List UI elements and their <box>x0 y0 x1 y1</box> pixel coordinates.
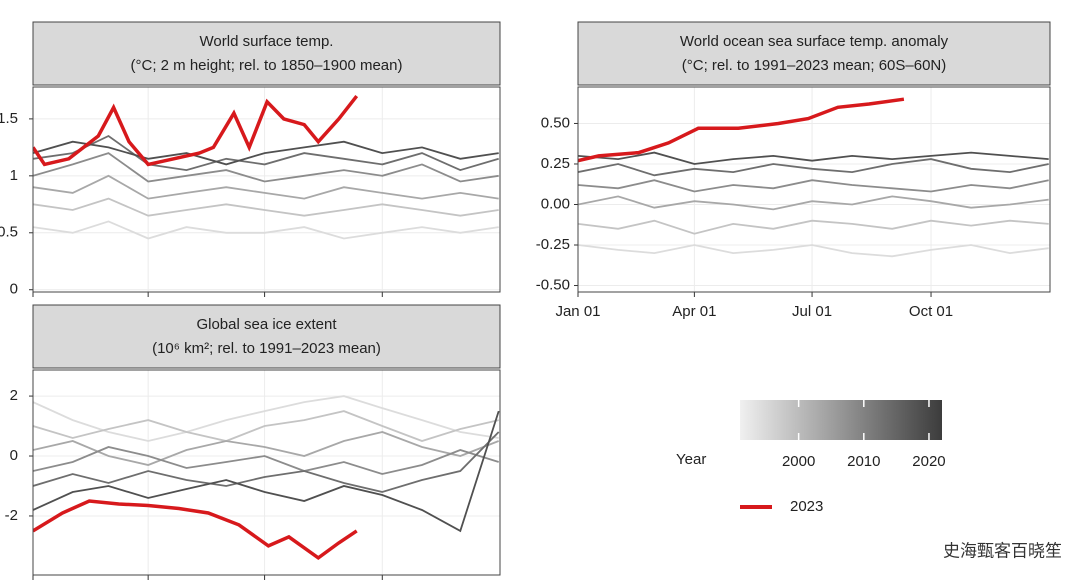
series-line <box>33 140 499 166</box>
series-line <box>33 410 500 533</box>
series-line <box>578 244 1049 258</box>
colorbar <box>740 400 942 440</box>
series-line <box>33 431 500 466</box>
x-tick-label: Jul 01 <box>792 303 832 320</box>
x-tick-label: Apr 01 <box>672 303 716 320</box>
panel-header <box>32 21 501 86</box>
y-tick-label: 1 <box>10 167 18 184</box>
colorbar-tick-label: 2020 <box>912 453 945 470</box>
legend-label: 2023 <box>790 498 823 515</box>
series-line <box>33 499 358 561</box>
x-tick-label: Oct 01 <box>909 303 953 320</box>
y-tick-label: 0.5 <box>0 224 18 241</box>
series-line <box>33 395 499 442</box>
y-tick-label: 1.5 <box>0 110 18 127</box>
series-line <box>578 158 1049 177</box>
series-line <box>578 151 1049 165</box>
y-tick-label: -0.25 <box>536 236 570 253</box>
series-line <box>578 195 1049 211</box>
series-line <box>33 95 359 167</box>
colorbar-tick-label: 2000 <box>782 453 815 470</box>
y-tick-label: 0.50 <box>541 114 570 131</box>
panel-title: World ocean sea surface temp. anomaly <box>680 33 949 50</box>
panel-subtitle: (°C; rel. to 1991–2023 mean; 60S–60N) <box>682 57 947 74</box>
panel-subtitle: (°C; 2 m height; rel. to 1850–1900 mean) <box>131 57 403 74</box>
plot-border <box>32 86 501 293</box>
plot-border <box>577 86 1051 293</box>
y-tick-label: -0.50 <box>536 276 570 293</box>
panel-header <box>32 304 501 369</box>
series-line <box>33 174 499 200</box>
series-line <box>578 97 905 163</box>
plot-border <box>32 369 501 576</box>
series-line <box>578 219 1049 235</box>
y-tick-label: 0 <box>10 447 18 464</box>
colorbar-tick-label: 2010 <box>847 453 880 470</box>
plot-area <box>33 370 500 575</box>
x-tick-label: Jan 01 <box>555 303 600 320</box>
y-tick-label: -2 <box>5 507 18 524</box>
series-line <box>33 197 499 217</box>
series-line <box>33 410 499 442</box>
y-tick-label: 2 <box>10 387 18 404</box>
panel-title: Global sea ice extent <box>196 316 337 333</box>
series-line <box>33 446 499 475</box>
plot-area <box>578 87 1050 292</box>
series-line <box>33 152 499 183</box>
panel-title: World surface temp. <box>200 33 334 50</box>
plot-area <box>33 87 500 292</box>
series-line <box>33 134 499 172</box>
y-tick-label: 0 <box>10 281 18 298</box>
panel-subtitle: (10⁶ km²; rel. to 1991–2023 mean) <box>152 340 381 357</box>
series-line <box>33 220 499 240</box>
watermark: 史海甄客百晓笙 <box>943 541 1062 560</box>
legend-title: Year <box>676 451 706 468</box>
y-tick-label: 0.25 <box>541 155 570 172</box>
series-line <box>578 179 1049 193</box>
panel-header <box>577 21 1051 86</box>
series-line <box>33 431 500 493</box>
y-tick-label: 0.00 <box>541 195 570 212</box>
